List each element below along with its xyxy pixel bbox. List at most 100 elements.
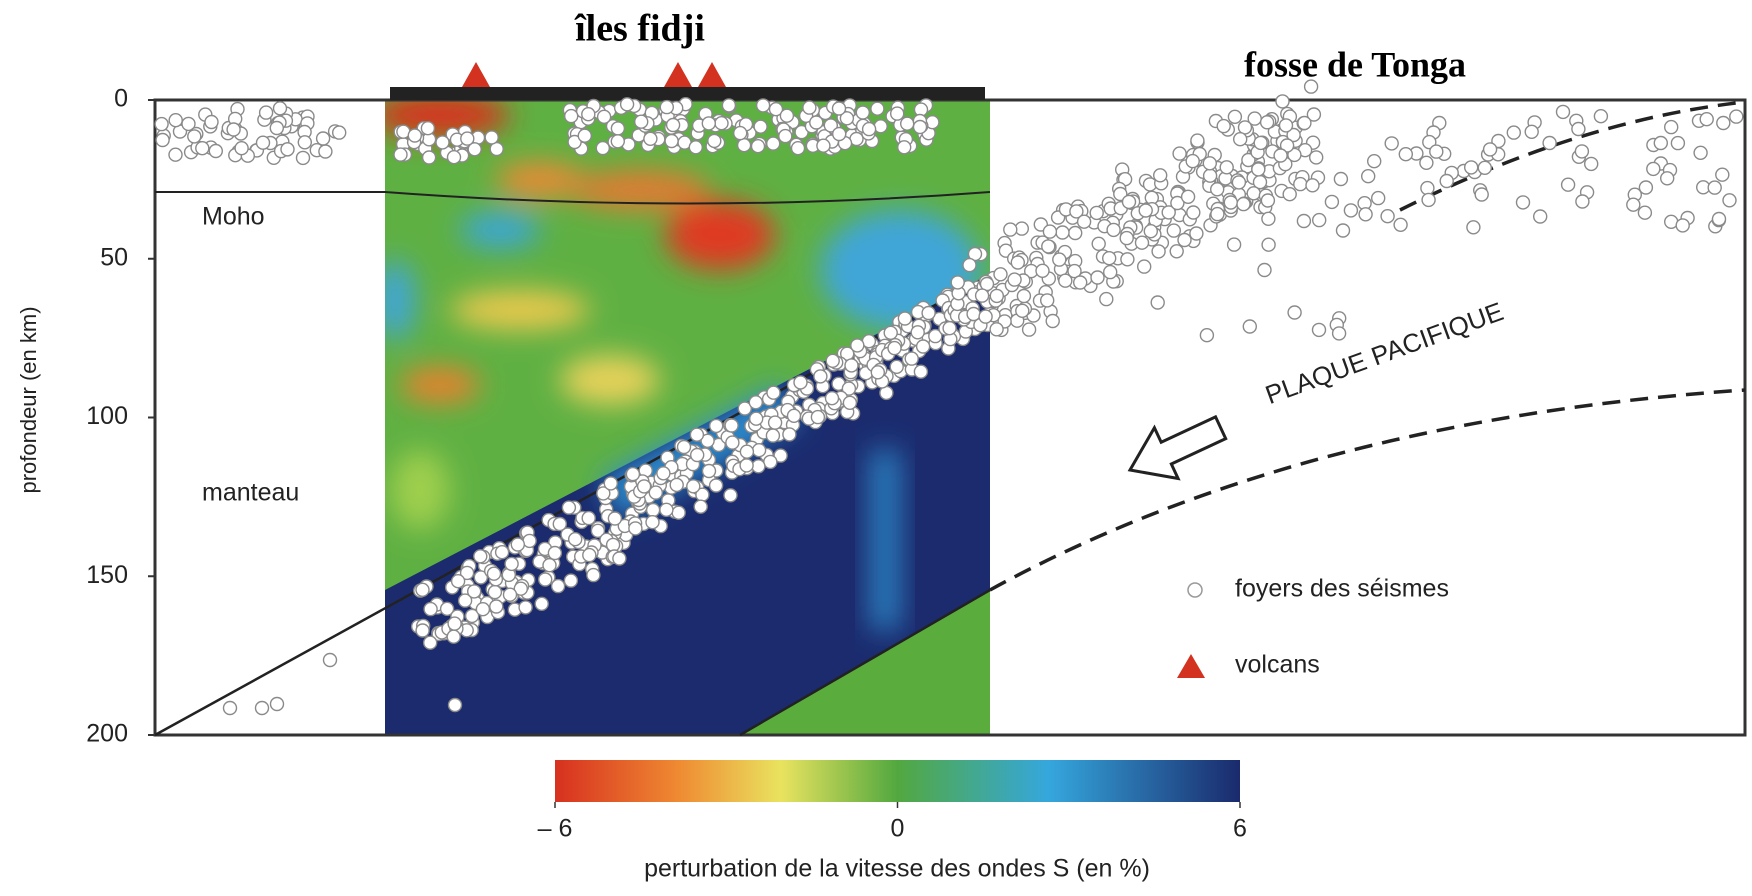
- earthquake: [450, 574, 466, 589]
- earthquake: [1259, 115, 1275, 130]
- earthquake: [1089, 205, 1104, 221]
- earthquake: [1099, 291, 1114, 307]
- earthquake: [824, 391, 840, 406]
- earthquake: [664, 133, 679, 149]
- earthquake: [825, 353, 840, 368]
- earthquake: [1003, 222, 1018, 237]
- earthquake: [883, 325, 898, 340]
- earthquake: [1058, 273, 1073, 288]
- earthquake: [790, 140, 806, 156]
- earthquake: [1593, 108, 1609, 124]
- earthquake: [915, 339, 931, 354]
- earthquake: [766, 136, 781, 151]
- earthquake: [1422, 134, 1437, 150]
- earthquake: [1052, 252, 1067, 267]
- earthquake: [415, 623, 430, 638]
- earthquake: [723, 488, 738, 503]
- earthquake: [1102, 264, 1118, 280]
- earthquake: [439, 601, 455, 616]
- earthquake: [154, 116, 169, 132]
- earthquake: [1524, 124, 1539, 140]
- earthquake: [897, 311, 913, 326]
- earthquake: [1707, 180, 1722, 195]
- title-fiji: îles fidji: [574, 8, 705, 50]
- earthquake: [1324, 194, 1340, 210]
- earthquake: [577, 128, 592, 143]
- earthquake: [912, 119, 928, 135]
- earthquake: [552, 516, 567, 532]
- moho-label: Moho: [202, 203, 265, 231]
- earthquake: [1236, 196, 1251, 212]
- earthquake: [739, 444, 755, 459]
- earthquake: [1035, 263, 1050, 278]
- earthquake: [708, 478, 724, 493]
- earthquake: [676, 439, 692, 455]
- earthquake: [254, 700, 270, 716]
- earthquake: [1202, 168, 1218, 183]
- earthquake: [1209, 182, 1225, 197]
- earthquake: [1151, 244, 1166, 259]
- earthquake: [636, 479, 652, 494]
- earthquake: [1150, 295, 1165, 310]
- earthquake: [420, 120, 436, 136]
- earthquake: [913, 364, 929, 379]
- earthquake: [1542, 135, 1557, 151]
- earthquake: [1638, 180, 1654, 195]
- earthquake: [910, 325, 925, 340]
- fiji-crust: [390, 87, 985, 100]
- earthquake: [813, 369, 828, 384]
- earthquake: [1055, 225, 1070, 240]
- earthquake: [446, 149, 462, 165]
- earthquake: [766, 385, 781, 400]
- earthquake: [831, 101, 847, 116]
- earthquake: [1166, 223, 1182, 238]
- earthquake: [1305, 178, 1320, 193]
- earthquake: [518, 600, 533, 615]
- earthquake: [823, 118, 838, 133]
- earthquake: [1219, 160, 1234, 175]
- earthquake: [671, 505, 686, 520]
- earthquake: [749, 411, 764, 426]
- moho-line: [155, 191, 991, 205]
- earthquake: [610, 134, 625, 149]
- earthquake: [1370, 190, 1386, 206]
- earthquake: [1172, 146, 1187, 161]
- earthquake: [832, 126, 847, 142]
- earthquake: [688, 140, 703, 155]
- earthquake: [1282, 186, 1297, 202]
- earthquake: [607, 511, 623, 526]
- earthquake: [1134, 235, 1150, 250]
- earthquake: [750, 138, 766, 154]
- earthquake: [187, 129, 202, 144]
- earthquake: [628, 521, 643, 536]
- earthquake: [1670, 135, 1686, 151]
- earthquake: [1560, 177, 1576, 192]
- earthquake: [928, 328, 943, 344]
- earthquake: [1121, 194, 1137, 210]
- depth-tick-label: 50: [100, 243, 128, 271]
- earthquake: [1237, 120, 1253, 135]
- earthquake: [513, 581, 528, 596]
- slab-bottom-dashed: [989, 388, 1746, 592]
- earthquake: [739, 458, 754, 473]
- earthquake: [1358, 207, 1373, 222]
- earthquake: [226, 122, 241, 137]
- earthquake: [1306, 107, 1322, 122]
- slab-bottom: [739, 588, 991, 737]
- earthquake: [1042, 224, 1058, 239]
- earthquake: [475, 602, 491, 617]
- earthquake: [1223, 195, 1239, 210]
- earthquake: [457, 593, 473, 608]
- earthquake-foci: [154, 79, 1744, 716]
- earthquake: [272, 101, 288, 116]
- earthquake: [690, 447, 705, 463]
- earthquake: [502, 587, 518, 602]
- earthquake: [736, 137, 752, 153]
- colorbar: [555, 760, 1240, 802]
- plate-arrow: [1127, 414, 1228, 481]
- earthquake: [1303, 79, 1319, 94]
- earthquake: [1210, 206, 1225, 222]
- earthquake: [1101, 251, 1117, 266]
- earthquake: [415, 582, 430, 597]
- earthquake: [887, 340, 902, 356]
